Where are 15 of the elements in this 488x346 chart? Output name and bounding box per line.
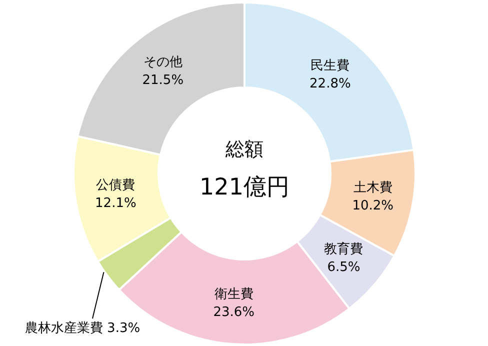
- data-label: 22.8%: [310, 76, 351, 92]
- text: 総額: [224, 138, 264, 160]
- data-label: 10.2%: [352, 198, 394, 214]
- data-label: 23.6%: [213, 305, 255, 320]
- data-label: 12.1%: [95, 196, 136, 211]
- data-label: 6.5%: [327, 260, 360, 275]
- slice-label: 公債費: [96, 178, 136, 193]
- slice-label: 教育費: [324, 240, 364, 257]
- slice-label: 土木費: [353, 180, 392, 196]
- slice-label: 衛生費: [214, 287, 254, 302]
- slice-label: 民生費: [310, 58, 350, 74]
- data-label: 21.5%: [142, 73, 184, 88]
- slice-label: 農林水産業費 3.3%: [24, 320, 140, 336]
- slice-label: その他: [143, 55, 182, 70]
- text: 121億円: [200, 174, 290, 200]
